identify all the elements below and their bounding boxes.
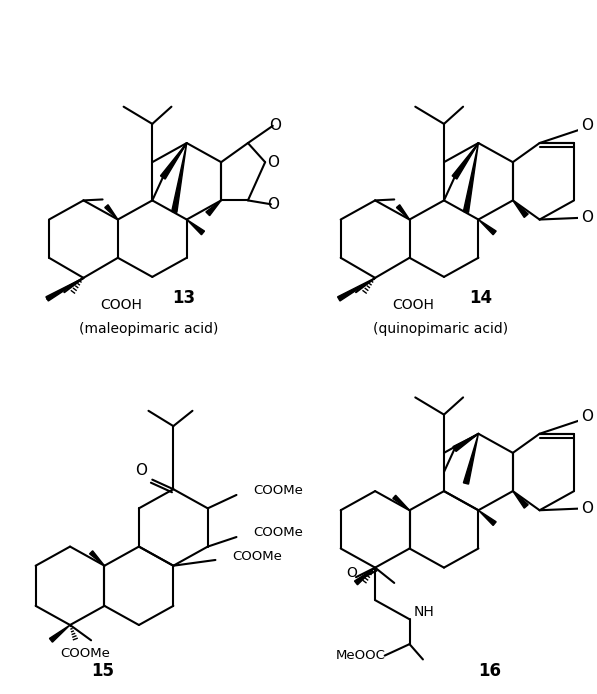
Text: O: O	[581, 409, 593, 424]
Text: 13: 13	[173, 289, 195, 307]
Text: O: O	[581, 501, 593, 516]
Text: O: O	[581, 210, 593, 225]
Text: O: O	[269, 118, 281, 133]
Polygon shape	[46, 278, 84, 301]
Polygon shape	[478, 510, 496, 525]
Polygon shape	[187, 219, 205, 235]
Text: (quinopimaric acid): (quinopimaric acid)	[373, 321, 507, 336]
Text: O: O	[347, 566, 358, 580]
Text: 15: 15	[91, 662, 114, 680]
Text: COOMe: COOMe	[60, 648, 110, 660]
Text: COOMe: COOMe	[233, 550, 282, 563]
Polygon shape	[337, 278, 375, 301]
Text: O: O	[267, 196, 279, 212]
Polygon shape	[513, 491, 528, 508]
Polygon shape	[396, 205, 410, 219]
Text: O: O	[135, 463, 147, 477]
Polygon shape	[206, 201, 221, 216]
Text: COOH: COOH	[101, 298, 143, 312]
Polygon shape	[172, 143, 187, 212]
Text: NH: NH	[413, 604, 434, 618]
Polygon shape	[393, 496, 410, 510]
Polygon shape	[463, 434, 478, 484]
Polygon shape	[478, 219, 496, 235]
Text: MeOOC: MeOOC	[336, 649, 386, 662]
Polygon shape	[50, 625, 70, 642]
Text: COOMe: COOMe	[254, 484, 303, 497]
Polygon shape	[355, 568, 375, 585]
Polygon shape	[453, 434, 478, 452]
Text: O: O	[267, 155, 279, 169]
Polygon shape	[463, 143, 478, 212]
Polygon shape	[513, 201, 528, 217]
Text: COOH: COOH	[392, 298, 434, 312]
Text: COOMe: COOMe	[254, 526, 303, 539]
Polygon shape	[161, 143, 187, 179]
Polygon shape	[452, 143, 478, 179]
Text: 16: 16	[478, 662, 501, 680]
Text: 14: 14	[469, 289, 492, 307]
Text: O: O	[581, 118, 593, 133]
Polygon shape	[90, 551, 104, 566]
Polygon shape	[104, 205, 118, 219]
Text: (maleopimaric acid): (maleopimaric acid)	[79, 321, 218, 336]
